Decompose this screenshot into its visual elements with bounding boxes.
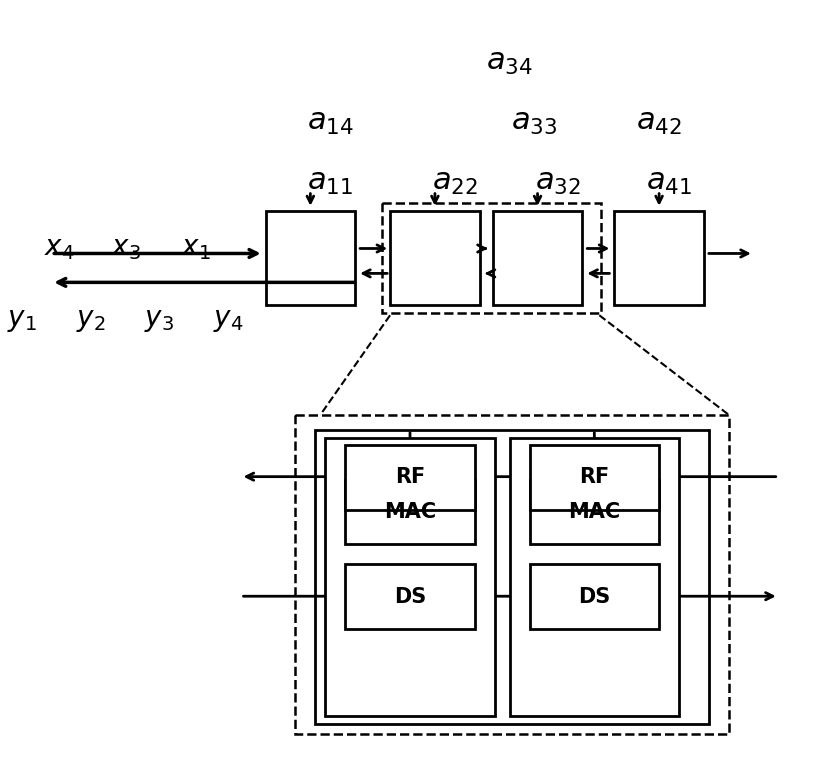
Text: $a_{34}$: $a_{34}$ — [487, 46, 533, 77]
Bar — [316, 430, 709, 724]
Text: $x_1$: $x_1$ — [181, 235, 211, 262]
Bar — [529, 445, 659, 509]
Text: $a_{22}$: $a_{22}$ — [432, 165, 477, 197]
Text: $a_{42}$: $a_{42}$ — [636, 106, 682, 137]
Text: $y_1$: $y_1$ — [7, 306, 36, 334]
Text: RF: RF — [395, 467, 425, 487]
Bar — [382, 203, 601, 313]
Text: $a_{11}$: $a_{11}$ — [307, 165, 354, 197]
Bar — [615, 211, 704, 306]
Bar — [345, 480, 475, 545]
Text: $a_{33}$: $a_{33}$ — [511, 106, 558, 137]
Text: MAC: MAC — [384, 502, 436, 522]
Bar — [390, 211, 480, 306]
Text: $a_{14}$: $a_{14}$ — [307, 106, 354, 137]
Text: $a_{32}$: $a_{32}$ — [534, 165, 581, 197]
Bar — [345, 565, 475, 629]
Text: RF: RF — [579, 467, 610, 487]
Text: DS: DS — [578, 587, 610, 607]
Bar — [345, 445, 475, 509]
Bar — [265, 211, 355, 306]
Text: $y_4$: $y_4$ — [213, 306, 244, 334]
Text: MAC: MAC — [568, 502, 620, 522]
Bar — [510, 438, 679, 715]
Bar — [529, 480, 659, 545]
Bar — [529, 565, 659, 629]
Text: $y_3$: $y_3$ — [144, 306, 174, 334]
Bar — [325, 438, 495, 715]
Text: $x_3$: $x_3$ — [111, 235, 141, 262]
Bar — [296, 415, 729, 734]
Text: DS: DS — [394, 587, 426, 607]
Text: $y_2$: $y_2$ — [77, 306, 106, 334]
Bar — [493, 211, 582, 306]
Text: $x_4$: $x_4$ — [44, 235, 74, 262]
Text: $a_{41}$: $a_{41}$ — [646, 165, 692, 197]
